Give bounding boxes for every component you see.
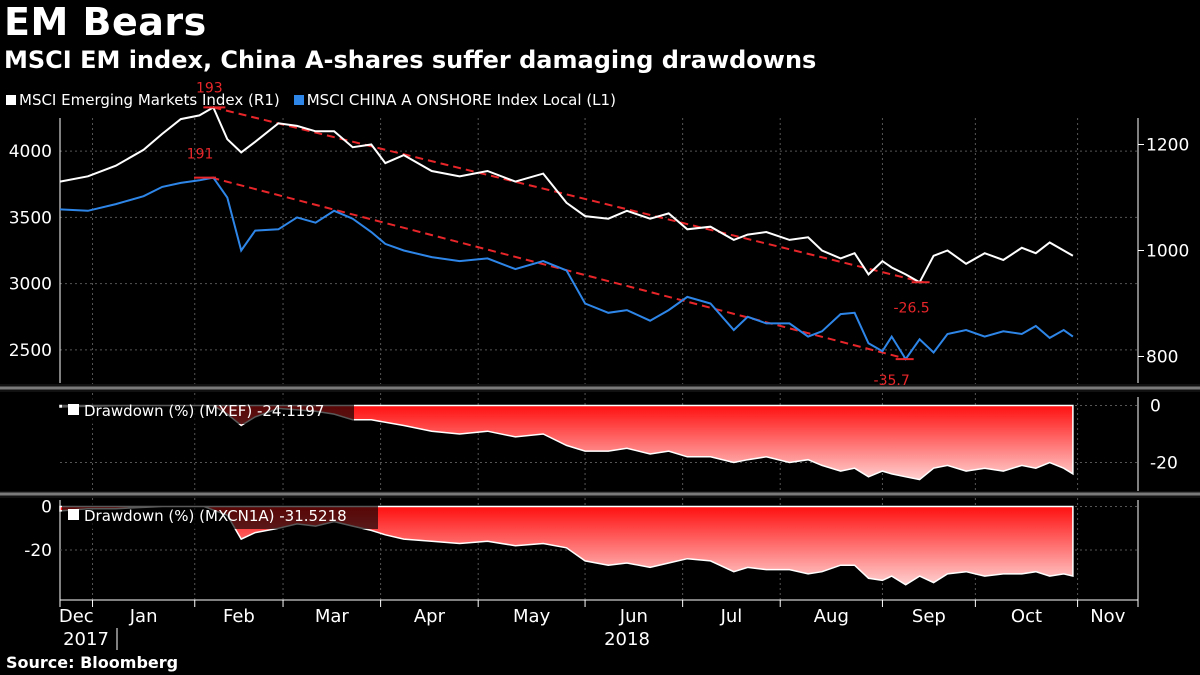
legend-item-china: MSCI CHINA A ONSHORE Index Local (L1) [293,91,616,109]
dd2-tick-label: -20 [24,541,52,561]
dd1-legend-box [62,398,354,424]
left-tick-label: 3500 [9,208,52,228]
right-tick-label: 1000 [1146,242,1189,262]
source-note: Source: Bloomberg [6,653,179,672]
year-label-2018: 2018 [604,629,650,650]
month-label-apr: Apr [414,606,446,627]
chart-title: EM Bears [4,0,207,44]
dd2-legend-swatch [68,509,79,520]
right-tick-label: 800 [1146,348,1178,368]
dd1-legend-swatch [68,404,79,415]
china-trend-line [211,176,908,361]
month-label-may: May [513,606,551,627]
chart-subtitle: MSCI EM index, China A-shares suffer dam… [4,46,817,74]
month-label-sep: Sep [912,606,946,627]
em-trough-label: -26.5 [893,300,929,316]
right-tick-label: 1200 [1146,136,1189,156]
dd1-legend-label: Drawdown (%) (MXEF) -24.1197 [84,402,324,420]
dd2-legend-box [62,503,378,529]
legend-item-em: MSCI Emerging Markets Index (R1) [6,91,280,109]
legend: MSCI Emerging Markets Index (R1) MSCI CH… [6,91,616,109]
legend-label-china: MSCI CHINA A ONSHORE Index Local (L1) [306,91,616,109]
month-label-jan: Jan [129,606,158,627]
month-label-nov: Nov [1090,606,1125,627]
dd2-tick-label: 0 [41,498,52,518]
left-tick-label: 4000 [9,142,52,162]
em-peak-label: 193 [196,80,223,96]
dd2-legend-label: Drawdown (%) (MXCN1A) -31.5218 [84,507,347,525]
month-label-aug: Aug [814,606,849,627]
left-tick-label: 2500 [9,341,52,361]
em-index-series-line [59,105,1074,284]
month-label-dec: Dec [59,606,94,627]
legend-label-em: MSCI Emerging Markets Index (R1) [19,91,280,109]
legend-swatch-em [6,95,16,105]
dd1-tick-label: 0 [1150,397,1161,417]
china-trough-label: -35.7 [874,373,910,389]
month-label-jun: Jun [619,606,648,627]
dd1-tick-label: -20 [1150,454,1178,474]
em-trend-line [213,106,924,284]
month-label-mar: Mar [315,606,350,627]
year-label-2017: 2017 [63,629,109,650]
left-tick-label: 3000 [9,275,52,295]
month-label-feb: Feb [223,606,255,627]
china-peak-label: 191 [187,147,214,163]
month-label-jul: Jul [720,606,743,627]
month-label-oct: Oct [1011,606,1042,627]
china-a-series-line [59,176,1074,361]
legend-swatch-china [293,95,304,105]
